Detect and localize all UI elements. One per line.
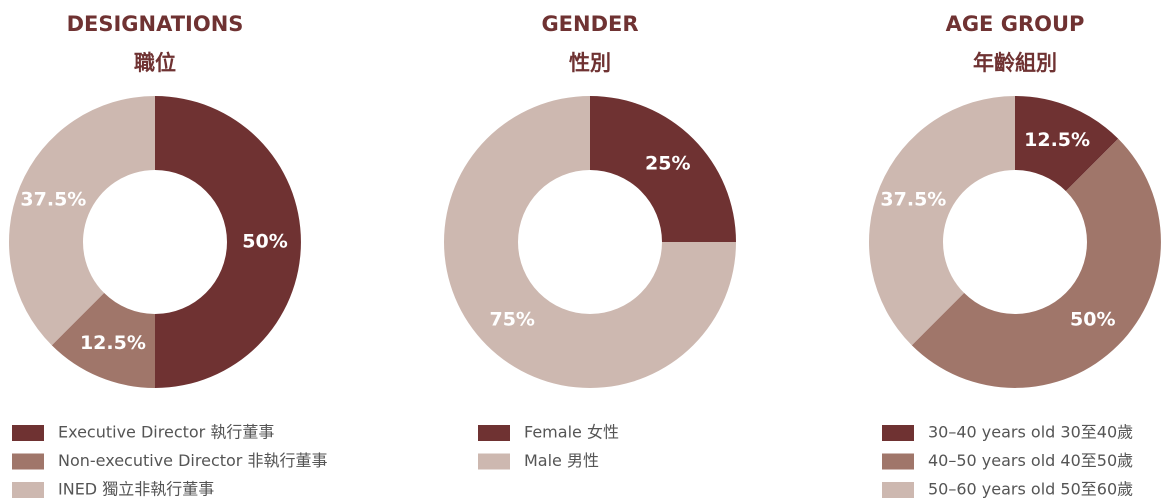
legend-swatch <box>12 425 44 441</box>
chart-title: GENDER <box>541 12 638 36</box>
legend-swatch <box>478 425 510 441</box>
chart-subtitle: 性別 <box>569 51 611 75</box>
legend-label: INED 獨立非執行董事 <box>58 480 214 499</box>
pie-slice <box>9 96 156 346</box>
value-label: 37.5% <box>20 188 86 210</box>
legend-swatch <box>12 482 44 498</box>
pie-slice <box>444 96 736 388</box>
legend-label: Non-executive Director 非執行董事 <box>58 451 327 470</box>
chart-title: DESIGNATIONS <box>67 12 244 36</box>
value-label: 50% <box>1070 308 1115 330</box>
legend-label: 30–40 years old 30至40歲 <box>928 423 1133 442</box>
pie-slice <box>911 138 1161 388</box>
chart-subtitle: 職位 <box>134 51 176 75</box>
value-label: 25% <box>645 153 690 175</box>
value-label: 37.5% <box>880 188 946 210</box>
legend-label: 40–50 years old 40至50歲 <box>928 451 1133 470</box>
value-label: 50% <box>242 231 287 253</box>
legend-swatch <box>882 453 914 470</box>
value-label: 12.5% <box>1024 129 1090 151</box>
legend-label: 50–60 years old 50至60歲 <box>928 480 1133 499</box>
pie-slice <box>51 292 156 388</box>
value-label: 12.5% <box>80 332 146 354</box>
legend-label: Executive Director 執行董事 <box>58 423 274 442</box>
value-label: 75% <box>489 308 534 330</box>
legend-swatch <box>12 453 44 470</box>
legend-swatch <box>478 453 510 470</box>
pie-slice <box>155 96 301 388</box>
legend-label: Female 女性 <box>524 423 619 442</box>
chart-title: AGE GROUP <box>946 12 1085 36</box>
pie-slice <box>590 96 736 242</box>
pie-slice <box>1015 96 1119 192</box>
legend-swatch <box>882 425 914 441</box>
pie-slice <box>868 96 1015 346</box>
legend-label: Male 男性 <box>524 451 599 470</box>
legend-swatch <box>882 482 914 498</box>
chart-subtitle: 年齡組別 <box>973 51 1057 75</box>
